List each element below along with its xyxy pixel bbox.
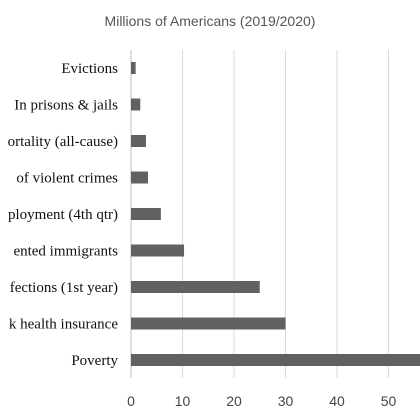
category-label: In prisons & jails [14, 98, 118, 114]
category-label: of violent crimes [16, 171, 118, 187]
x-tick-label: 10 [175, 393, 191, 409]
bar [131, 62, 136, 74]
x-tick-label: 50 [381, 393, 397, 409]
x-tick-label: 0 [127, 393, 135, 409]
bar [131, 281, 260, 293]
x-tick-label: 40 [329, 393, 345, 409]
bar [131, 135, 146, 147]
bar [131, 244, 185, 257]
category-label: k health insurance [9, 317, 118, 333]
chart-title: Millions of Americans (2019/2020) [105, 13, 316, 29]
category-label: Poverty [71, 353, 118, 369]
x-tick-label: 30 [278, 393, 294, 409]
category-label-layer: Evictions In prisons & jails ortality (all… [8, 61, 119, 369]
x-tick-label: 20 [226, 393, 242, 409]
bar [131, 98, 141, 111]
category-label: ortality (all-cause) [8, 134, 118, 150]
category-label: ented immigrants [13, 244, 118, 260]
bar [131, 208, 161, 220]
tick-label-layer: 0 10 20 30 40 50 [127, 393, 396, 409]
bar [131, 317, 286, 330]
bar-layer [131, 62, 420, 366]
category-label: Evictions [61, 61, 118, 77]
bar [131, 354, 420, 366]
category-label: fections (1st year) [10, 280, 118, 296]
category-label: ployment (4th qtr) [8, 207, 118, 223]
bar [131, 171, 148, 184]
